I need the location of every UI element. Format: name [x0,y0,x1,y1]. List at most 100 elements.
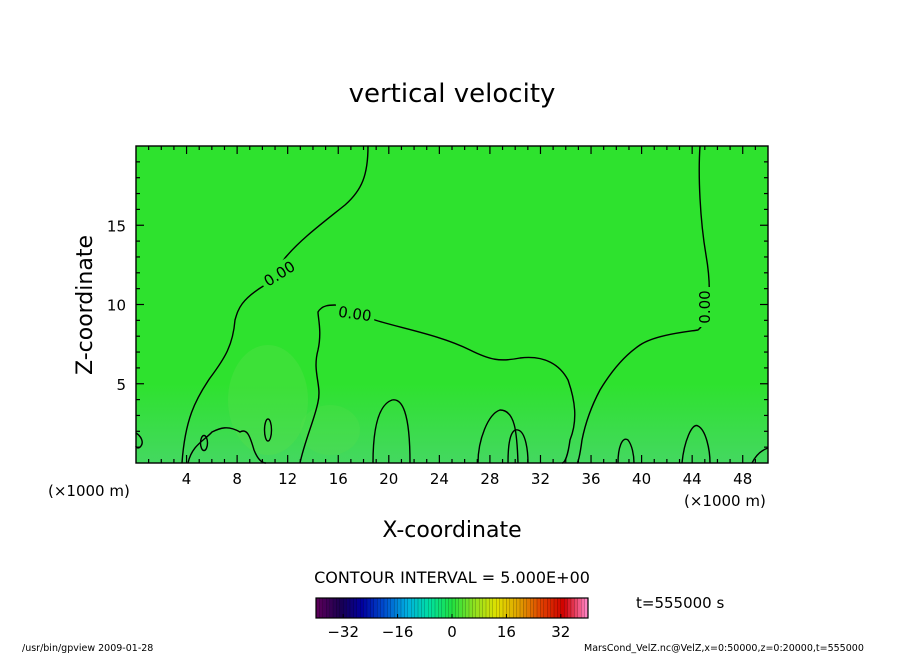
colorbar-cell [530,598,534,618]
colorbar-tick-label: 0 [447,623,457,641]
colorbar-cell [520,598,524,618]
colorbar-cell [377,598,381,618]
colorbar-cell [581,598,585,618]
colorbar-cell [401,598,405,618]
colorbar-cell [574,598,579,618]
colorbar-cell [567,598,572,618]
colorbar-cell [418,598,422,618]
colorbar-cell [465,598,470,618]
colorbar-cell [458,598,463,618]
colorbar-cell [316,598,320,618]
colorbar-cell [394,598,398,618]
colorbar-cell [360,598,364,618]
time-label: t=555000 s [636,594,724,612]
contour-bump-20 [372,399,411,464]
x-tick-label: 16 [329,470,348,488]
x-tick-label: 48 [733,470,752,488]
x-axis-ticks [148,146,756,463]
colorbar-cell [363,598,368,618]
colorbar-cell [346,598,351,618]
contour-label: 0.00 [337,303,373,325]
colorbar-cell [560,598,565,618]
colorbar-cell [319,598,324,618]
colorbar-cell [492,598,497,618]
contour-zero-right [576,145,710,464]
y-axis-ticks [136,161,768,448]
field-highlights [228,345,360,455]
colorbar-cell [435,598,439,618]
colorbar-cell [496,598,500,618]
colorbar-cell [343,598,347,618]
contour-zero-left [181,145,369,464]
colorbar-cell [445,598,449,618]
x-unit-label-right: (×1000 m) [684,492,766,510]
colorbar-cell [356,598,361,618]
colorbar-cell [540,598,545,618]
contour-zero-inner-left [187,427,267,464]
colorbar-cell [350,598,354,618]
colorbar-cell [387,598,392,618]
contour-bump-29 [477,409,519,464]
colorbar-cell [424,598,429,618]
colorbar-tick-label: −32 [327,623,359,641]
colorbar-cell [428,598,432,618]
colorbar-tick-label: 16 [497,623,516,641]
colorbar-cell [503,598,507,618]
colorbar-cell [469,598,473,618]
colorbar [315,598,589,618]
colorbar-cell [550,598,555,618]
contour-loop-10 [263,418,273,442]
x-tick-label: 4 [182,470,192,488]
x-tick-label: 8 [232,470,242,488]
colorbar-cell [404,598,409,618]
colorbar-cell [367,598,371,618]
colorbar-cell [516,598,521,618]
x-unit-label-left: (×1000 m) [48,482,130,500]
colorbar-cell [564,598,568,618]
colorbar-cell [543,598,548,618]
contour-zero-ridge [299,304,576,464]
colorbar-cell [513,598,517,618]
colorbar-cell [506,598,511,618]
y-tick-label: 10 [107,297,126,315]
colorbar-cell [448,598,453,618]
colorbar-cell [326,598,330,618]
x-tick-label: 36 [581,470,600,488]
colorbar-cell [557,598,562,618]
colorbar-cell [571,598,575,618]
colorbar-tick-labels: −32 −16 0 16 32 [327,623,570,641]
colorbar-cell [370,598,375,618]
colorbar-cell [380,598,385,618]
colorbar-cell [577,598,582,618]
colorbar-cell [384,598,388,618]
colorbar-cell [329,598,334,618]
x-tick-label: 40 [632,470,651,488]
colorbar-cell [455,598,460,618]
y-axis-title: Z-coordinate [73,235,98,375]
colorbar-cell [397,598,402,618]
y-tick-label: 15 [107,217,126,235]
colorbar-cell [523,598,528,618]
x-tick-labels: 4 8 12 16 20 24 28 32 36 40 44 48 [182,470,752,488]
contour-bump-31 [507,429,529,464]
x-tick-label: 28 [480,470,499,488]
contour-label: 0.00 [696,290,714,323]
y-tick-labels: 5 10 15 [107,217,126,394]
y-tick-label: 5 [116,376,126,394]
colorbar-cell [414,598,419,618]
colorbar-cell [482,598,487,618]
contour-bump-45 [681,424,711,464]
colorbar-cell [526,598,531,618]
colorbar-cell [373,598,378,618]
colorbar-cell [554,598,558,618]
colorbar-cell [472,598,477,618]
contour-bump-edge-right [751,447,769,464]
contour-lines [135,145,769,464]
colorbar-cell [509,598,514,618]
colorbar-cell [411,598,415,618]
colorbar-cell [441,598,446,618]
colorbar-cell [339,598,344,618]
colorbar-cell [486,598,490,618]
colorbar-cell [322,598,327,618]
